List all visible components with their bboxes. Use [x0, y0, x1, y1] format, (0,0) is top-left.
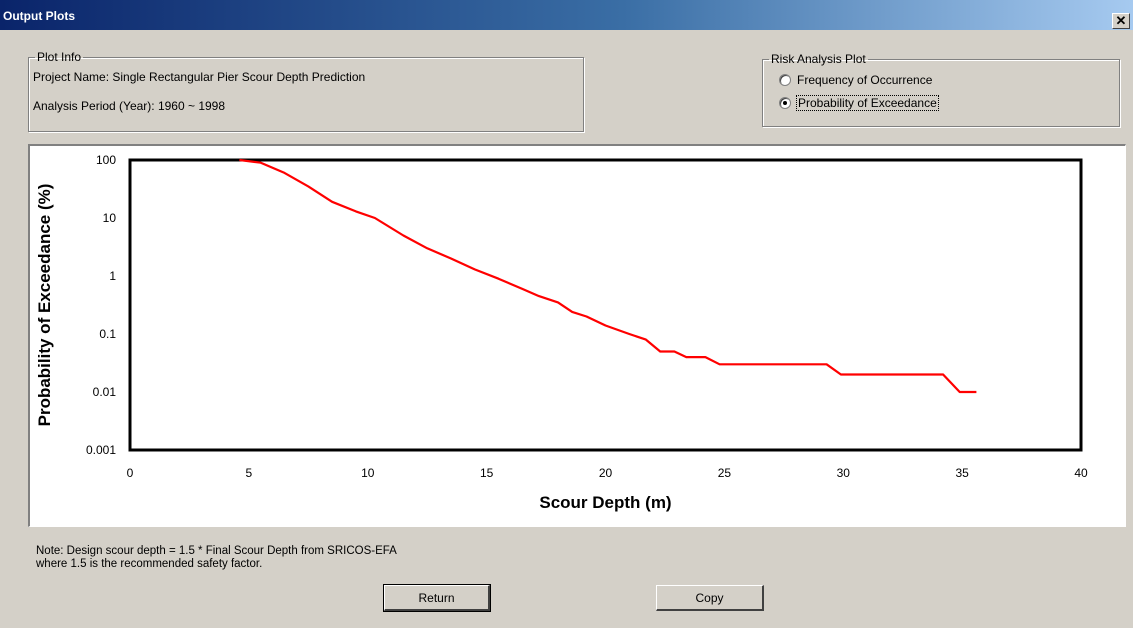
close-icon: ✕ [1115, 13, 1127, 28]
title-bar[interactable]: Output Plots ✕ [0, 0, 1133, 30]
x-tick-label: 35 [955, 466, 969, 480]
note-line-2: where 1.5 is the recommended safety fact… [36, 558, 263, 570]
radio-label: Frequency of Occurrence [797, 73, 933, 87]
analysis-period-text: Analysis Period (Year): 1960 ~ 1998 [33, 99, 226, 113]
y-tick-label: 0.01 [93, 385, 117, 399]
return-button[interactable]: Return [383, 584, 491, 612]
y-tick-label: 10 [103, 211, 117, 225]
radio-button-selected[interactable] [779, 97, 791, 109]
x-tick-label: 0 [127, 466, 134, 480]
note-line-1: Note: Design scour depth = 1.5 * Final S… [36, 545, 397, 557]
copy-button[interactable]: Copy [656, 585, 764, 611]
x-tick-label: 30 [837, 466, 851, 480]
project-name-text: Project Name: Single Rectangular Pier Sc… [33, 70, 366, 84]
x-tick-label: 15 [480, 466, 494, 480]
x-tick-label: 40 [1074, 466, 1088, 480]
plot-frame [128, 158, 1083, 452]
x-tick-label: 10 [361, 466, 375, 480]
y-tick-label: 100 [96, 153, 116, 167]
radio-button[interactable] [779, 74, 791, 86]
plot-info-legend: Plot Info [37, 50, 82, 64]
risk-analysis-legend: Risk Analysis Plot [771, 52, 866, 66]
exceedance-chart: 0 5 10 15 20 25 30 35 40 100 10 1 0.1 0.01 0.001 Scour … [35, 153, 1088, 512]
y-tick-label: 1 [109, 269, 116, 283]
risk-analysis-group: Risk Analysis Plot [762, 52, 1120, 127]
y-tick-label: 0.001 [86, 443, 116, 457]
y-axis-label: Probability of Exceedance (%) [35, 184, 54, 427]
radio-probability-of-exceedance[interactable]: Probability of Exceedance [779, 95, 939, 111]
x-tick-label: 25 [718, 466, 732, 480]
close-button[interactable]: ✕ [1112, 13, 1130, 29]
radio-frequency-of-occurrence[interactable]: Frequency of Occurrence [779, 73, 932, 87]
plot-area: 0 5 10 15 20 25 30 35 40 100 10 1 0.1 0.01 0.001 Scour … [28, 144, 1126, 527]
y-tick-label: 0.1 [99, 327, 116, 341]
radio-label: Probability of Exceedance [796, 95, 939, 111]
plot-info-group: Plot Info [28, 50, 584, 132]
window-title: Output Plots [3, 9, 75, 23]
x-tick-label: 20 [599, 466, 613, 480]
series-line [239, 158, 977, 394]
x-tick-label: 5 [246, 466, 253, 480]
x-axis-label: Scour Depth (m) [539, 493, 671, 512]
